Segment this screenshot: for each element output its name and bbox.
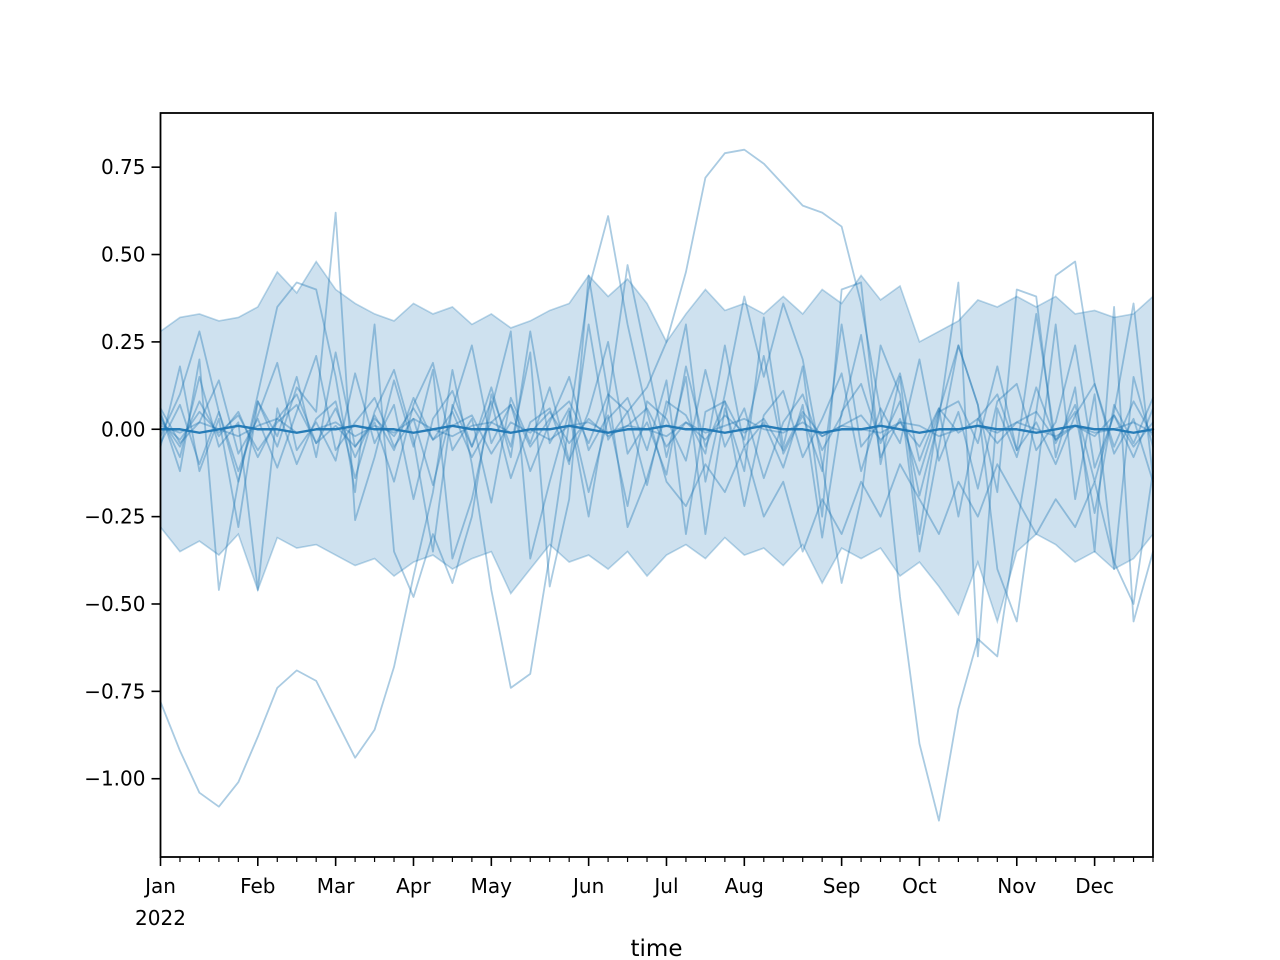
data-line-wanderer-1 [159,215,1154,808]
data-line-wanderer-3 [159,211,1154,623]
data-line-series-2 [159,340,1154,529]
x-tick-label: Jan [143,874,176,898]
x-tick-label: Nov [997,874,1036,898]
y-tick-label: −1.00 [84,767,145,791]
data-line-series-3 [159,302,1154,591]
x-tick-label: Jun [571,874,604,898]
band-upper-edge [160,260,1154,344]
x-tick-label: Mar [317,874,356,898]
data-line-series-4 [159,281,1154,658]
data-line-series-5 [159,334,1154,508]
plot-border [159,112,1154,858]
y-tick-label: −0.25 [84,505,145,529]
x-tick-label: May [471,874,513,898]
data-line-wanderer-2 [159,148,1154,822]
y-tick-label: 0.25 [101,330,146,354]
band-lower-edge [159,526,1154,625]
x-tick-label: Dec [1075,874,1114,898]
y-tick-label: 0.50 [101,243,146,267]
confidence-band [160,261,1153,622]
y-tick-label: −0.50 [84,592,145,616]
x-tick-label: Aug [725,874,764,898]
y-tick-label: 0.00 [101,417,146,441]
data-line-series-6 [159,417,1154,441]
mean-line [159,424,1155,434]
x-axis-title: time [630,936,683,960]
year-label: 2022 [135,906,186,930]
x-tick-label: Apr [396,874,431,898]
data-line-wanderer-4 [159,274,1154,623]
x-tick-label: Jul [652,874,678,898]
x-tick-label: Oct [902,874,937,898]
y-tick-label: −0.75 [84,679,145,703]
x-tick-label: Sep [823,874,861,898]
y-tick-label: 0.75 [101,155,146,179]
x-tick-label: Feb [240,874,275,898]
